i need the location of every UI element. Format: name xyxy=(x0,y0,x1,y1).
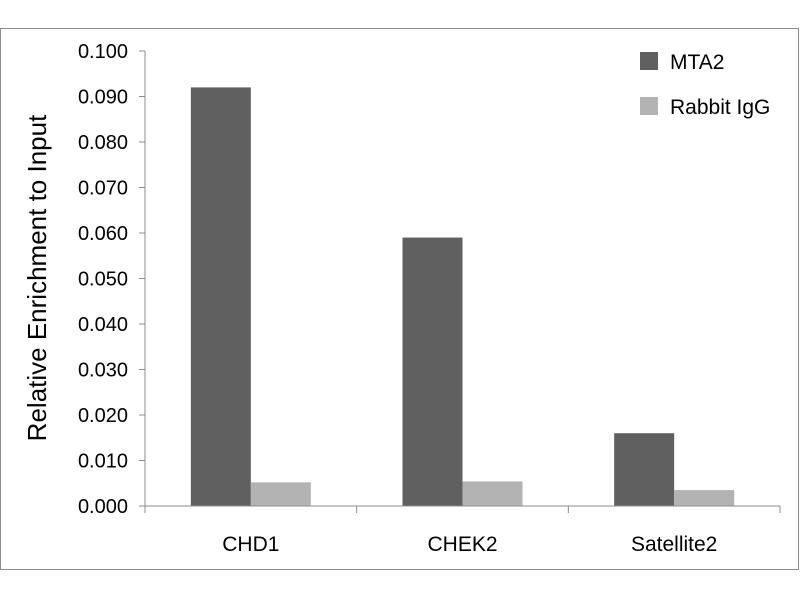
y-tick-label: 0.040 xyxy=(78,314,128,336)
chart-border xyxy=(0,28,799,570)
x-tick-label: CHEK2 xyxy=(427,533,497,556)
y-tick-label: 0.070 xyxy=(78,178,128,200)
y-tick-label: 0.090 xyxy=(78,87,128,109)
y-tick-label: 0.050 xyxy=(78,269,128,291)
y-tick-label: 0.100 xyxy=(78,41,128,63)
bar-rabbit-igg-chek2 xyxy=(462,481,523,506)
bar-mta2-chd1 xyxy=(190,87,251,507)
legend-swatch xyxy=(640,97,658,115)
x-tick-label: CHD1 xyxy=(222,533,279,556)
bar-mta2-satellite2 xyxy=(614,433,675,506)
y-tick-label: 0.080 xyxy=(78,132,128,154)
y-axis-title: Relative Enrichment to Input xyxy=(22,114,52,441)
y-tick-label: 0.020 xyxy=(78,405,128,427)
legend-label: Rabbit IgG xyxy=(670,96,770,119)
y-tick-label: 0.030 xyxy=(78,360,128,382)
legend-label: MTA2 xyxy=(670,51,724,74)
legend: MTA2 Rabbit IgG xyxy=(640,51,770,119)
x-tick-label: Satellite2 xyxy=(631,533,717,556)
bar-rabbit-igg-chd1 xyxy=(250,482,311,506)
legend-swatch xyxy=(640,52,658,70)
y-tick-label: 0.060 xyxy=(78,223,128,245)
y-tick-label: 0.010 xyxy=(78,451,128,473)
bar-rabbit-igg-satellite2 xyxy=(674,490,735,506)
bar-mta2-chek2 xyxy=(402,237,463,507)
plot-area: 0.000 0.010 0.020 0.030 0.040 0.050 0.060 0.070… xyxy=(78,41,781,556)
y-tick-label: 0.000 xyxy=(78,496,128,518)
